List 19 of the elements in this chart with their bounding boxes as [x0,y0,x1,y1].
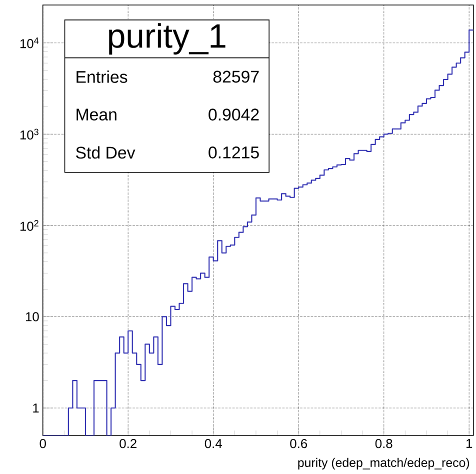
y-tick-label: 10$^{3}$ [20,128,38,140]
annotation: Entries [76,70,128,83]
x-tick-label: 0.2 [120,438,136,448]
x-tick-label: 1 [466,438,472,448]
x-tick-label: 0.8 [375,438,392,448]
text: purity_1 [109,22,226,54]
x-axis-title: purity (edep_match/edep_reco) [298,458,470,470]
annotation: Mean [76,108,116,120]
y-tick-label: 10$^{2}$ [20,220,38,231]
y-tick-label: 1 [33,403,39,412]
x-tick-label: 0 [40,438,46,448]
annotation: 0.9042 [208,108,259,120]
annotation: 0.1215 [208,146,259,158]
annotation: 82597 [213,70,259,83]
x-tick-label: 0.6 [290,438,308,448]
y-tick-label: 10 [26,312,39,322]
annotation: Std Dev [76,146,136,158]
x-tick-label: 0.4 [204,438,222,448]
y-tick-label: 10$^{4}$ [20,37,39,48]
